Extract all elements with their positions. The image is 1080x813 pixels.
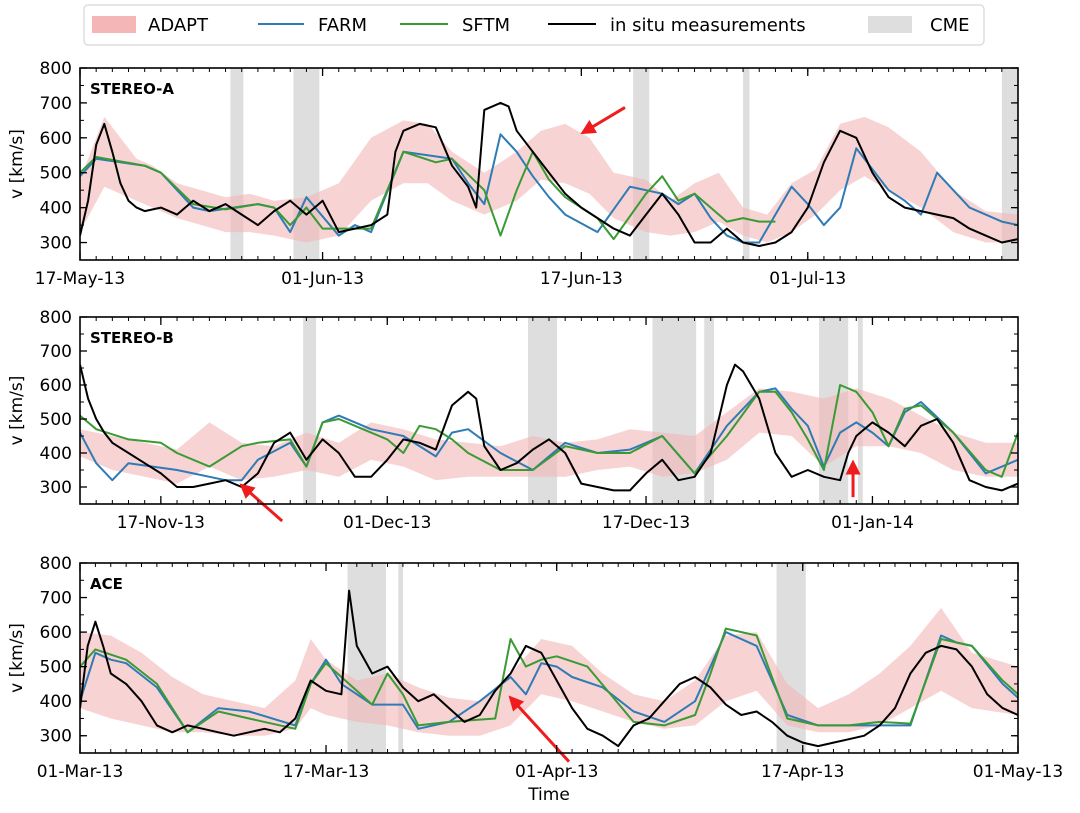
stereo-a-sftm-line [80, 150, 776, 241]
stereo-b-ytick-label-300: 300 [40, 478, 72, 498]
stereo-a-ytick-label-600: 600 [40, 129, 72, 149]
ace-arrow-0 [508, 695, 571, 763]
stereo-b-insitu-line [80, 363, 1018, 492]
ace-y-axis-label: v [km/s] [7, 623, 27, 693]
panel-stereo-b: 300 400 500 600 700 800 17-Nov-13 01-Dec-13 17-D… [7, 308, 1019, 533]
stereo-b-adapt-band [80, 388, 1018, 484]
legend-cme-swatch [868, 16, 912, 33]
stereo-a-insitu-line [80, 101, 1018, 247]
ace-ytick-label-800: 800 [40, 554, 72, 574]
stereo-b-plot-area [80, 317, 1018, 504]
ace-ytick-label-700: 700 [40, 589, 72, 609]
legend: ADAPT FARM SFTM in situ measurements CME [83, 4, 985, 46]
stereo-a-ytick-label-400: 400 [40, 199, 72, 219]
ace-xtick-label-1: 17-Mar-13 [283, 762, 370, 782]
stereo-b-y-axis-label: v [km/s] [7, 376, 27, 446]
panel-ace: 300 400 500 600 700 800 01-Mar-13 17-Mar-13 01-A… [7, 554, 1063, 782]
ace-ytick-label-600: 600 [40, 623, 72, 643]
panel-stereo-a: 300 400 500 600 700 800 17-May-13 01-Jun-13 17-J… [7, 59, 1019, 289]
stereo-a-y-axis-label: v [km/s] [7, 129, 27, 199]
stereo-a-ytick-label-300: 300 [40, 234, 72, 254]
ace-plot-area [80, 563, 1018, 753]
stereo-b-ytick-label-400: 400 [40, 444, 72, 464]
stereo-a-cme-band-4 [1001, 68, 1018, 260]
ace-insitu-line [80, 589, 1018, 748]
stereo-b-ytick-label-800: 800 [40, 308, 72, 328]
stereo-a-arrow-0 [580, 106, 626, 135]
stereo-a-plot-area [80, 68, 1018, 260]
ace-ytick-label-300: 300 [40, 727, 72, 747]
ace-xtick-label-4: 01-May-13 [973, 762, 1063, 782]
ace-xtick-label-3: 17-Apr-13 [761, 762, 844, 782]
stereo-b-xtick-label-0: 17-Nov-13 [117, 513, 205, 533]
ace-axes-frame [79, 562, 1019, 754]
stereo-a-xtick-label-0: 17-May-13 [35, 269, 125, 289]
ace-panel-label: ACE [90, 575, 123, 593]
ace-farm-line [80, 631, 1018, 734]
stereo-a-ytick-label-800: 800 [40, 59, 72, 79]
stereo-b-xtick-label-2: 17-Dec-13 [602, 513, 690, 533]
x-axis-label: Time [527, 785, 570, 805]
legend-insitu-label: in situ measurements [610, 15, 806, 36]
stereo-b-panel-label: STEREO-B [90, 329, 174, 347]
stereo-b-sftm-line [80, 384, 1018, 478]
stereo-a-xtick-label-2: 17-Jun-13 [540, 269, 623, 289]
stereo-a-cme-band-3 [743, 68, 750, 260]
ace-xtick-label-0: 01-Mar-13 [37, 762, 124, 782]
stereo-a-farm-line [80, 133, 1018, 244]
stereo-a-xtick-label-3: 01-Jul-13 [769, 269, 846, 289]
ace-sftm-line [80, 627, 1018, 734]
stereo-a-ytick-label-500: 500 [40, 164, 72, 184]
stereo-b-cme-band-0 [303, 317, 317, 504]
legend-cme-label: CME [930, 15, 969, 36]
stereo-b-xtick-label-3: 01-Jan-14 [831, 513, 914, 533]
stereo-b-xtick-label-1: 01-Dec-13 [343, 513, 431, 533]
stereo-b-farm-line [80, 387, 1018, 482]
stereo-b-ytick-label-600: 600 [40, 376, 72, 396]
ace-adapt-band [80, 607, 1018, 736]
ace-xtick-label-2: 01-Apr-13 [515, 762, 598, 782]
ace-ytick-label-500: 500 [40, 658, 72, 678]
stereo-b-arrow-0 [239, 483, 284, 523]
legend-frame [83, 4, 985, 46]
legend-adapt-label: ADAPT [148, 15, 209, 36]
stereo-b-ytick-label-700: 700 [40, 342, 72, 362]
legend-farm-label: FARM [318, 15, 367, 36]
ace-ytick-label-400: 400 [40, 692, 72, 712]
legend-adapt-swatch [92, 16, 136, 33]
stereo-a-panel-label: STEREO-A [90, 80, 174, 98]
stereo-a-xtick-label-1: 01-Jun-13 [281, 269, 364, 289]
ace-cme-band-1 [398, 563, 403, 753]
stereo-b-cme-band-3 [704, 317, 714, 504]
stereo-b-ytick-label-500: 500 [40, 410, 72, 430]
stereo-a-ytick-label-700: 700 [40, 94, 72, 114]
legend-sftm-label: SFTM [462, 15, 510, 36]
